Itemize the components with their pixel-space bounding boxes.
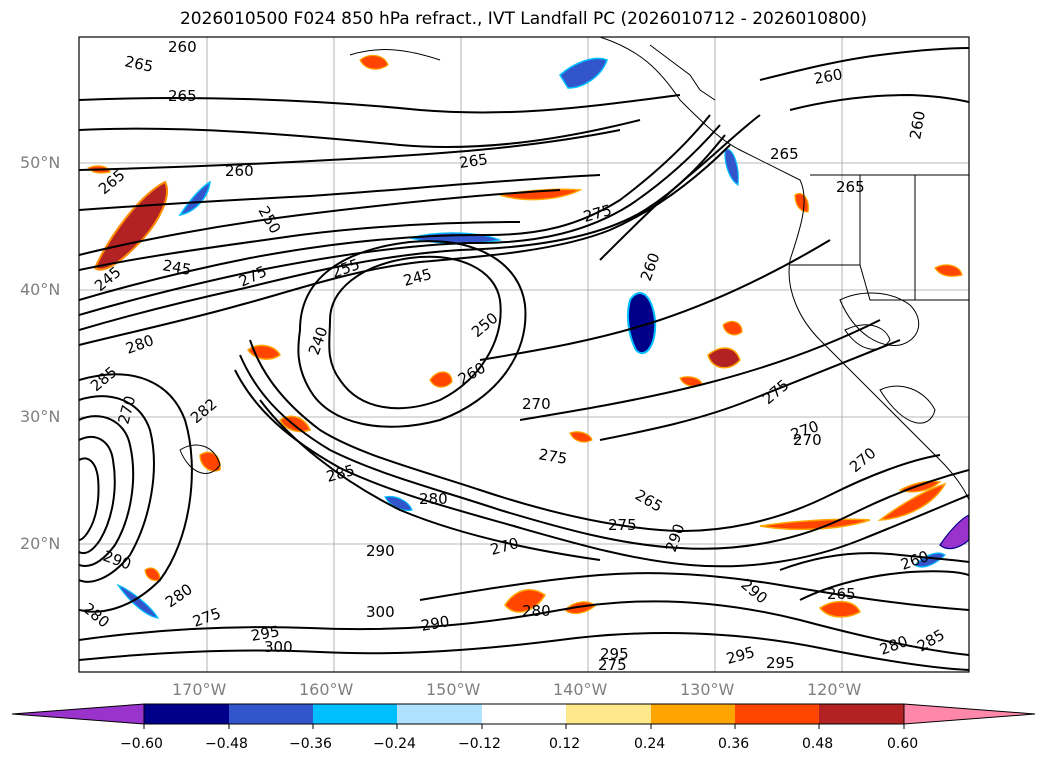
- colorbar-bin: [313, 704, 397, 724]
- colorbar-bin: [144, 704, 229, 724]
- negative-anomaly-patch: [627, 292, 657, 355]
- contour-label: 260: [813, 65, 844, 88]
- contour-label: 265: [123, 52, 155, 76]
- refractivity-contours: [79, 47, 969, 671]
- contour-label: 275: [537, 445, 568, 468]
- colorbar-tick-label: 0.24: [634, 736, 666, 752]
- contour-label: 270: [522, 395, 551, 413]
- contour-label: 260: [225, 162, 254, 180]
- contour-label: 265: [168, 87, 197, 105]
- contour-label: 265: [836, 178, 865, 196]
- contour-label: 300: [264, 638, 293, 656]
- positive-anomaly-patch: [722, 320, 743, 336]
- contour-label: 260: [906, 109, 929, 140]
- positive-anomaly-patch: [359, 54, 389, 70]
- positive-anomaly-patch: [759, 518, 871, 531]
- lon-label-120w: 120°W: [807, 680, 862, 699]
- positive-anomaly-patch: [199, 451, 221, 472]
- coastline: [599, 37, 969, 501]
- lon-label-150w: 150°W: [426, 680, 481, 699]
- positive-anomaly-patch: [818, 600, 861, 618]
- colorbar-extend-low: [11, 703, 145, 725]
- contour-label: 265: [458, 150, 489, 172]
- colorbar-bin: [397, 704, 482, 724]
- colorbar-tick-label: 0.48: [802, 736, 834, 752]
- contour-label: 270: [793, 431, 822, 449]
- colorbar-tick-label: 0.12: [549, 736, 581, 752]
- contour-label: 280: [419, 490, 448, 508]
- colorbar-bin: [482, 704, 566, 724]
- lat-label-50n: 50°N: [20, 153, 61, 172]
- colorbar-tick-label: −0.12: [458, 736, 501, 752]
- negative-anomaly-patch: [939, 514, 969, 550]
- lat-label-30n: 30°N: [20, 407, 61, 426]
- contour-label: 265: [827, 585, 856, 603]
- lat-label-20n: 20°N: [20, 534, 61, 553]
- contour-label: 295: [600, 645, 629, 663]
- map-frame: [78, 36, 970, 673]
- negative-anomaly-patch: [724, 148, 739, 187]
- minor-contours: [179, 49, 936, 474]
- contour-label: 245: [161, 256, 192, 279]
- positive-anomaly-patch: [877, 482, 947, 521]
- contour-label: 295: [766, 654, 795, 672]
- contour-label: 275: [598, 656, 627, 674]
- contour-label: 280: [522, 602, 551, 620]
- lon-label-160w: 160°W: [299, 680, 354, 699]
- lon-label-170w: 170°W: [172, 680, 227, 699]
- positive-anomaly-patch: [569, 431, 593, 443]
- positive-anomaly-patch: [794, 192, 809, 213]
- positive-anomaly-patch: [707, 347, 741, 369]
- contour-label: 290: [420, 612, 451, 635]
- contour-label: 260: [168, 38, 197, 56]
- colorbar-tick-label: −0.36: [289, 736, 332, 752]
- positive-anomaly-patch: [504, 589, 547, 613]
- contour-label: 300: [366, 603, 395, 621]
- colorbar-bin: [651, 704, 735, 724]
- map-title: 2026010500 F024 850 hPa refract., IVT La…: [179, 9, 867, 29]
- map-panel: 260 265 265 265 265 260 250 245 245 275 …: [79, 37, 969, 674]
- colorbar-bin: [819, 704, 904, 724]
- negative-anomaly-patch: [116, 583, 160, 619]
- colorbar-tick-label: 0.36: [718, 736, 750, 752]
- colorbar-bin: [566, 704, 651, 724]
- contour-label: 295: [250, 622, 281, 645]
- lon-label-140w: 140°W: [553, 680, 608, 699]
- colorbar-extend-high: [903, 703, 1036, 725]
- colorbar-tick-label: −0.48: [205, 736, 248, 752]
- colorbar-tick-label: 0.60: [887, 736, 919, 752]
- positive-anomaly-patch: [429, 371, 453, 388]
- negative-anomaly-patch: [559, 57, 608, 89]
- lon-label-130w: 130°W: [680, 680, 735, 699]
- colorbar: [11, 703, 1036, 729]
- positive-anomaly-patch: [934, 264, 963, 277]
- lat-label-40n: 40°N: [20, 280, 61, 299]
- contour-label: 265: [770, 145, 799, 163]
- contour-label: 290: [366, 542, 395, 560]
- colorbar-tick-label: −0.24: [373, 736, 416, 752]
- negative-anomaly-patch: [384, 495, 413, 511]
- contour-label: 275: [608, 516, 637, 534]
- colorbar-tick-label: −0.60: [120, 736, 163, 752]
- colorbar-bin: [229, 704, 313, 724]
- colorbar-bin: [735, 704, 819, 724]
